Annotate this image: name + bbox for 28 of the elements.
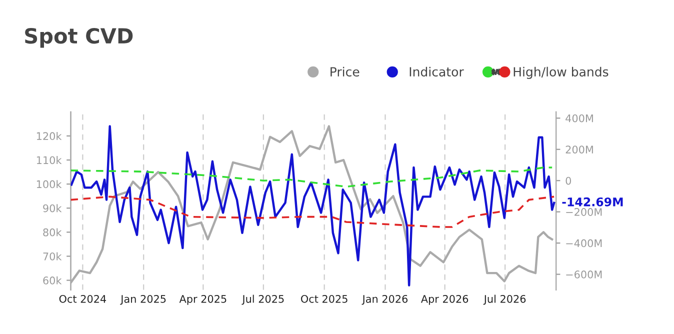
line-series: [70, 196, 555, 228]
legend-label: Price: [330, 66, 360, 77]
legend-label: Indicator: [410, 66, 464, 77]
y2-tick-label: 0: [566, 176, 572, 185]
chart-title: Spot CVD: [25, 28, 133, 48]
x-tick-label: Jan 2026: [362, 294, 408, 305]
y-tick-label: 120k: [36, 132, 62, 140]
legend-label: High/low bands: [514, 66, 608, 79]
y2-tick-label: −200M: [566, 208, 602, 216]
x-tick-label: Apr 2025: [179, 294, 226, 305]
y-tick-label: 80k: [43, 228, 62, 236]
y2-tick-label: −400M: [566, 239, 602, 248]
text: -142.69M: [562, 197, 623, 206]
y2-tick-label: 400M: [566, 114, 593, 122]
line-series: [70, 166, 553, 188]
y-tick-label: 60k: [43, 276, 62, 284]
x-tick-label: Apr 2026: [420, 294, 468, 305]
x-tick-label: Oct 2024: [59, 294, 106, 303]
y-tick-label: 70k: [43, 252, 62, 260]
y-tick-label: 100k: [36, 180, 62, 188]
x-tick-label: Jan 2025: [120, 294, 166, 305]
x-tick-label: Jul 2025: [242, 294, 284, 305]
x-tick-label: Oct 2025: [301, 294, 348, 303]
y2-tick-label: −600M: [566, 270, 602, 278]
y-tick-label: 90k: [43, 204, 62, 212]
y-tick-label: 110k: [36, 156, 62, 164]
x-tick-label: Jul 2026: [483, 294, 526, 305]
y2-tick-label: 200M: [566, 146, 593, 154]
